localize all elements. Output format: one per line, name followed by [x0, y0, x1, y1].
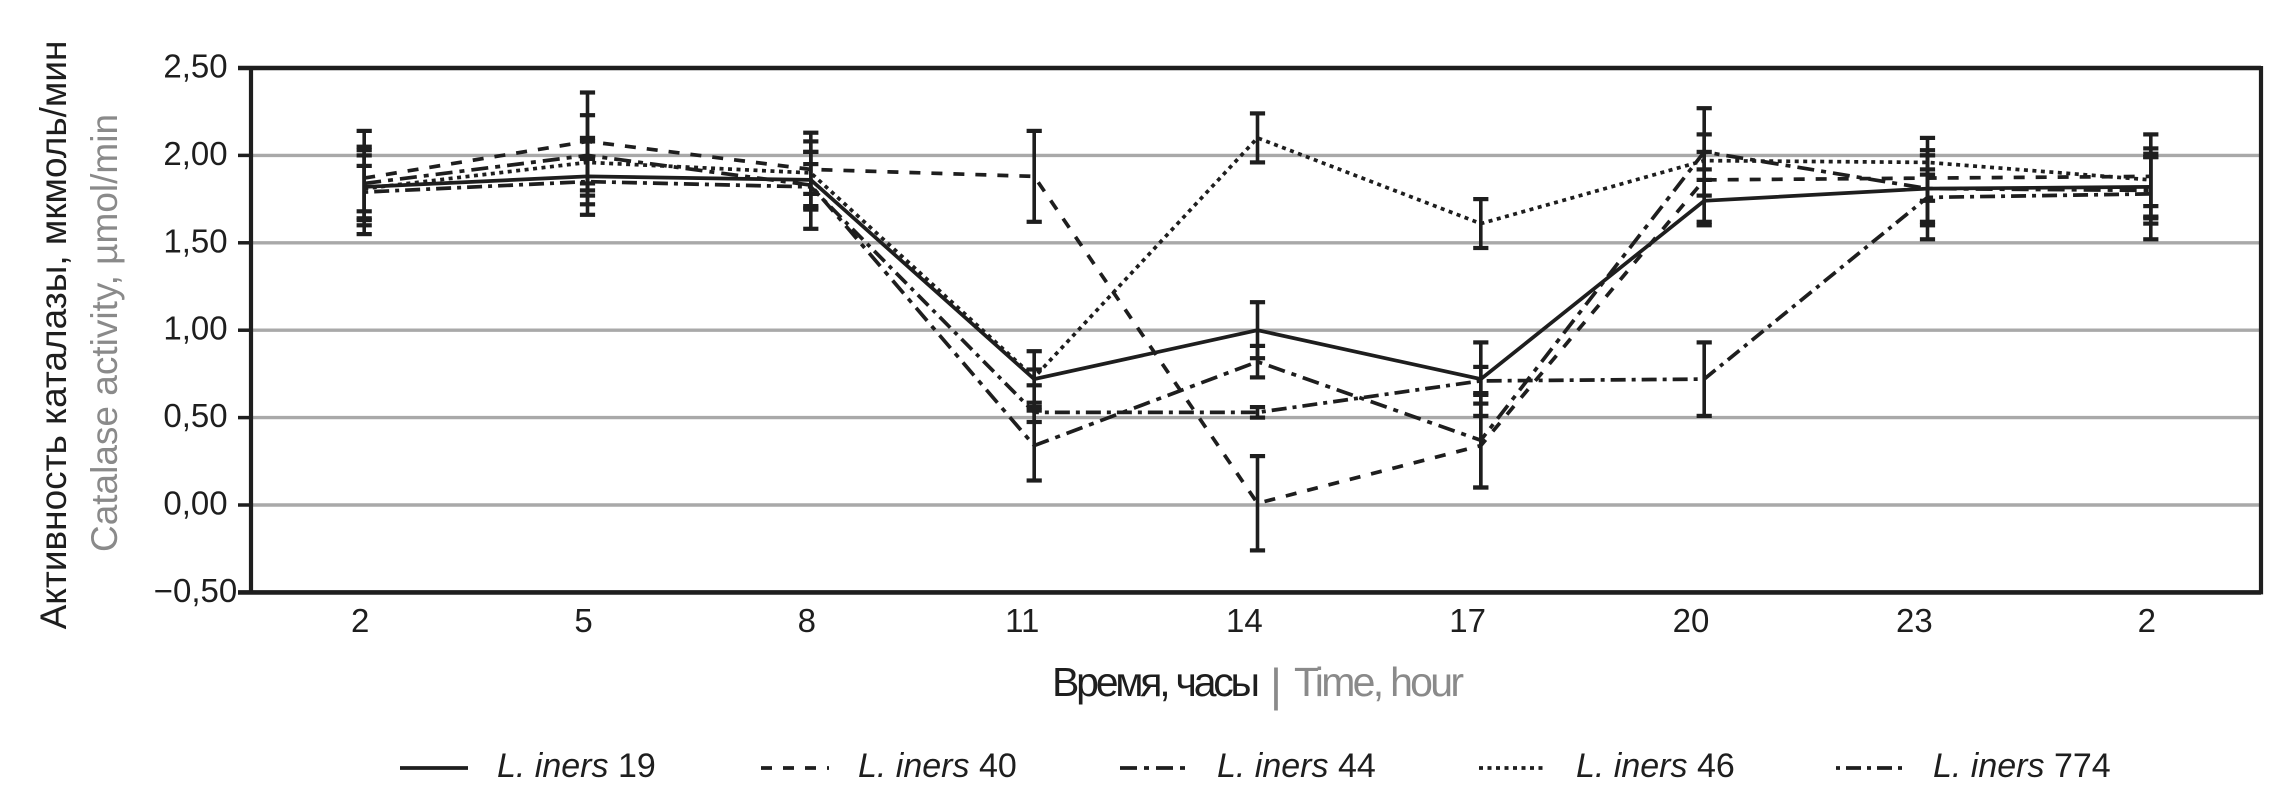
svg-text:17: 17	[1449, 602, 1486, 639]
svg-text:2,00: 2,00	[163, 135, 227, 172]
svg-text:2,50: 2,50	[163, 48, 227, 85]
svg-text:5: 5	[574, 602, 592, 639]
svg-text:14: 14	[1226, 602, 1263, 639]
svg-text:L. iners 40: L. iners 40	[858, 747, 1017, 785]
svg-text:L. iners 44: L. iners 44	[1217, 747, 1376, 785]
svg-text:0,00: 0,00	[163, 485, 227, 522]
svg-text:Catalase activity, µmol/min: Catalase activity, µmol/min	[84, 114, 125, 552]
svg-text:Time, hour: Time, hour	[1294, 659, 1464, 705]
svg-text:L. iners 46: L. iners 46	[1576, 747, 1735, 785]
svg-text:L. iners 19: L. iners 19	[497, 747, 656, 785]
svg-text:23: 23	[1896, 602, 1933, 639]
svg-text:Время, часы: Время, часы	[1052, 659, 1260, 705]
svg-text:20: 20	[1673, 602, 1710, 639]
svg-text:2: 2	[2138, 602, 2156, 639]
svg-text:−0,50: −0,50	[154, 572, 238, 609]
svg-text:Активность каталазы, мкмоль/ми: Активность каталазы, мкмоль/мин	[33, 41, 74, 630]
svg-text:0,50: 0,50	[163, 397, 227, 434]
svg-text:2: 2	[351, 602, 369, 639]
svg-text:1,00: 1,00	[163, 310, 227, 347]
svg-text:L. iners 774: L. iners 774	[1933, 747, 2111, 785]
svg-text:1,50: 1,50	[163, 222, 227, 259]
svg-text:|: |	[1270, 659, 1282, 711]
svg-text:11: 11	[1005, 602, 1039, 639]
svg-text:8: 8	[798, 602, 816, 639]
